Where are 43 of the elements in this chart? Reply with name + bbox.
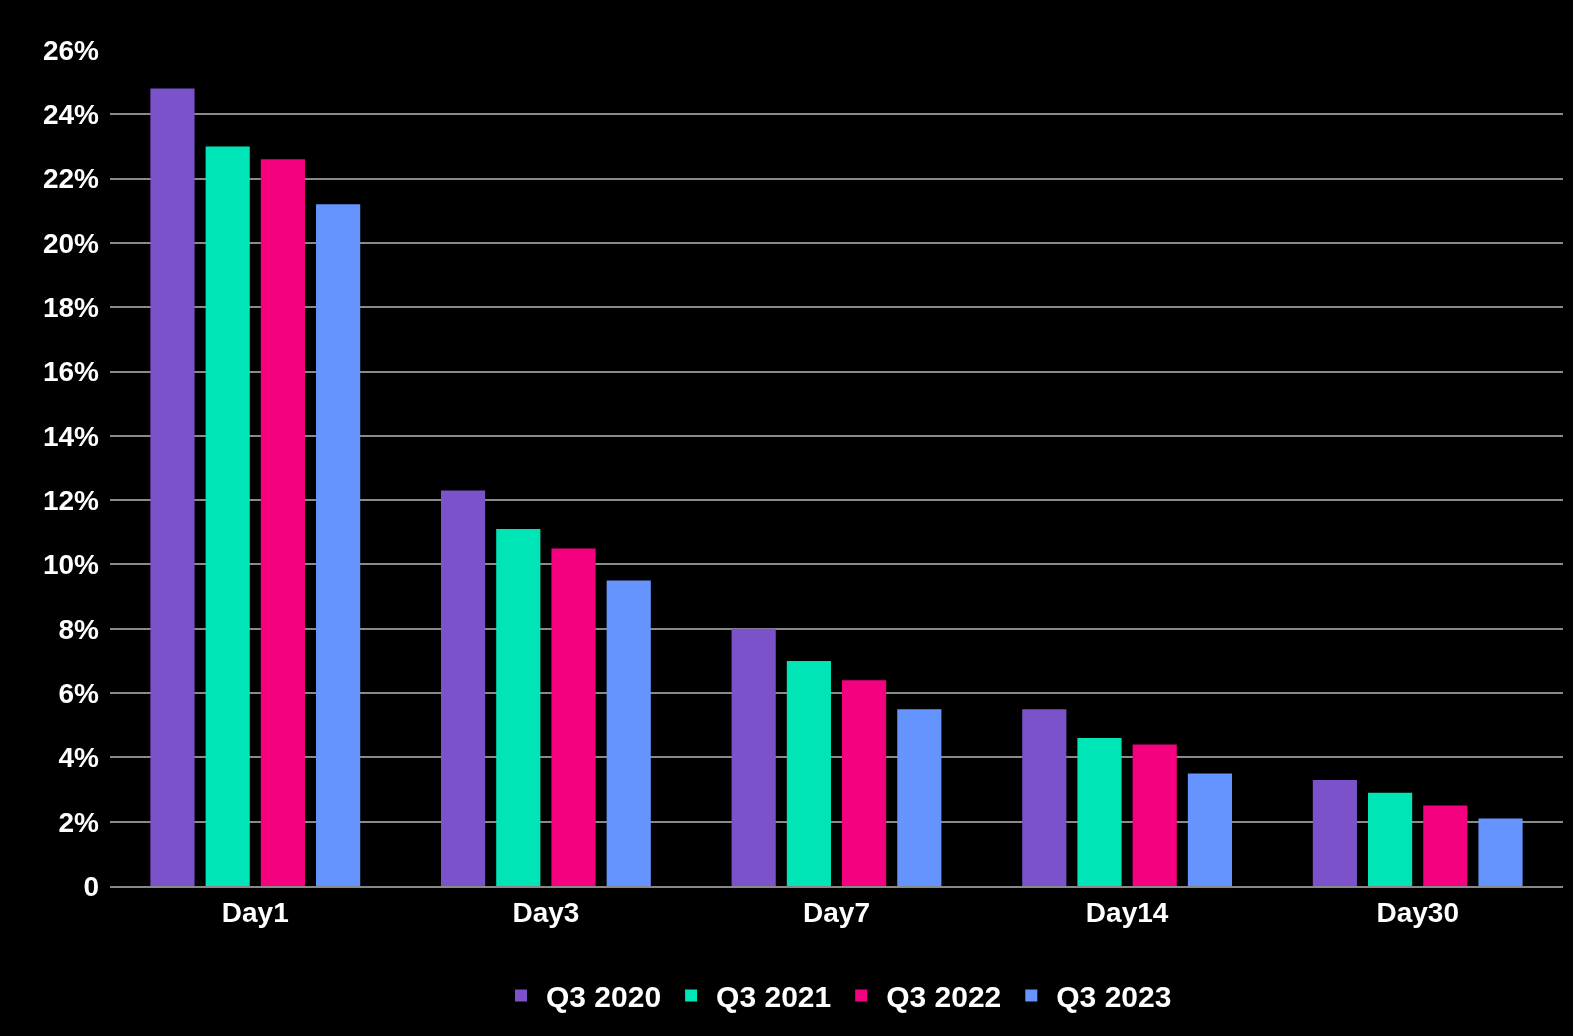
bar (260, 159, 305, 886)
y-tick-label: 26% (42, 34, 100, 66)
bar (440, 490, 486, 886)
bar (606, 580, 651, 886)
y-tick-label: 4% (58, 742, 100, 774)
y-tick-label: 20% (42, 227, 100, 259)
bar (731, 628, 776, 886)
bar (150, 88, 195, 886)
x-tick-label: Day30 (1376, 896, 1459, 928)
y-tick-label: 22% (42, 163, 100, 195)
bar (1077, 738, 1122, 886)
bar (205, 146, 250, 886)
x-tick-label: Day3 (512, 896, 580, 928)
y-tick-label: 14% (42, 420, 100, 452)
bar (1478, 818, 1523, 886)
legend-label: Q3 2022 (886, 980, 1002, 1014)
y-tick-label: 24% (42, 99, 100, 131)
legend-label: Q3 2023 (1056, 980, 1172, 1014)
bar (897, 709, 942, 886)
y-tick-label: 6% (58, 677, 100, 709)
bar (316, 204, 361, 886)
bar (842, 680, 887, 886)
bar (1022, 709, 1067, 886)
bar (786, 660, 831, 886)
y-tick-label: 16% (42, 356, 100, 388)
bar (496, 529, 541, 886)
bar (1368, 792, 1413, 886)
x-tick-label: Day1 (221, 896, 289, 928)
y-tick-label: 0 (83, 870, 99, 902)
x-tick-label: Day7 (803, 896, 870, 928)
bar (1423, 805, 1468, 886)
legend-label: Q3 2020 (546, 980, 662, 1014)
y-tick-label: 10% (42, 549, 100, 581)
y-tick-label: 2% (58, 806, 100, 838)
bar (1132, 744, 1177, 886)
bar (1312, 779, 1357, 886)
legend-label: Q3 2021 (716, 980, 832, 1014)
bar (1187, 773, 1233, 886)
y-tick-label: 12% (42, 484, 100, 516)
y-tick-label: 18% (42, 292, 100, 324)
x-tick-label: Day14 (1085, 896, 1169, 928)
y-tick-label: 8% (58, 613, 100, 645)
bar (551, 548, 596, 886)
